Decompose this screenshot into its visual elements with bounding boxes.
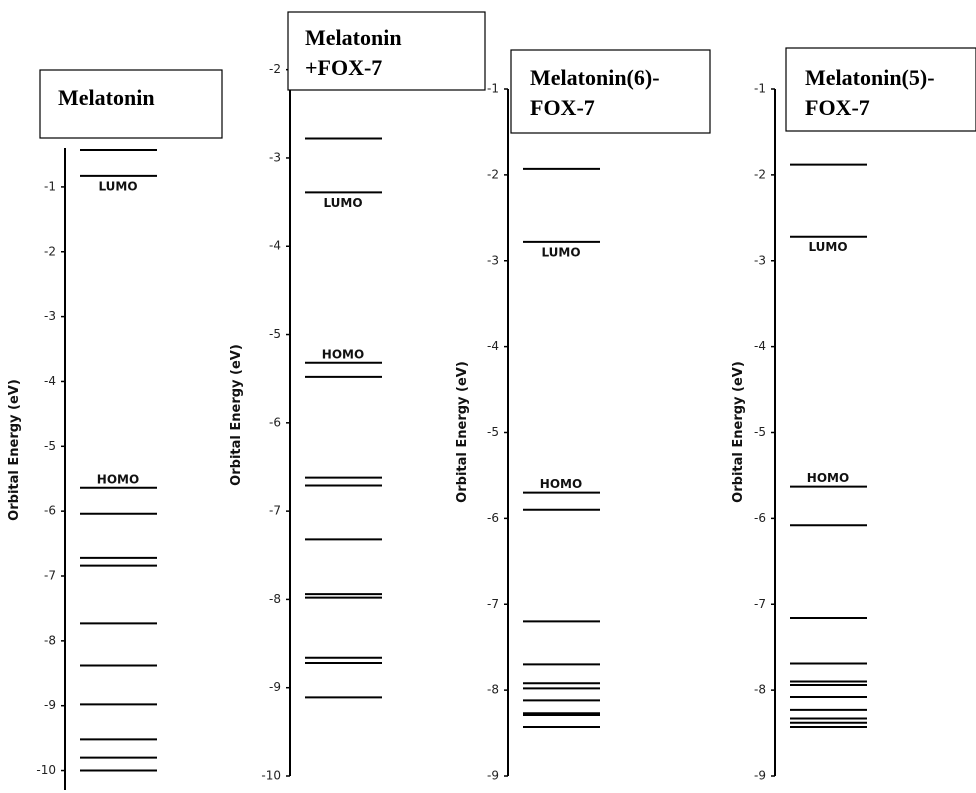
panel-title: +FOX-7 [305,55,382,80]
level-annotation: LUMO [98,179,137,193]
y-tick-label: -8 [754,683,766,697]
level-annotation: HOMO [322,347,364,361]
title-box [511,50,710,133]
y-tick-label: -5 [269,327,281,341]
y-tick-label: -1 [487,82,499,96]
y-tick-label: -6 [44,504,56,518]
y-tick-label: -3 [754,253,766,267]
y-tick-label: -3 [487,253,499,267]
y-tick-label: -4 [269,239,281,253]
y-tick-label: -9 [44,698,56,712]
y-tick-label: -4 [487,339,499,353]
y-tick-label: -9 [269,680,281,694]
y-tick-label: -1 [44,179,56,193]
level-annotation: LUMO [323,196,362,210]
y-tick-label: -5 [754,425,766,439]
level-annotation: HOMO [540,477,582,491]
panel: -2 -3 -4 -5 -6 -7 -8 -9 -10 Orbital Energy (eV) LU… [229,12,485,783]
y-tick-label: -7 [269,504,281,518]
y-tick-label: -7 [44,569,56,583]
level-annotation: HOMO [807,471,849,485]
y-tick-label: -6 [754,511,766,525]
y-tick-label: -4 [44,374,56,388]
panel-title: FOX-7 [805,95,870,120]
y-tick-label: -1 [754,82,766,96]
panel-title: Melatonin(6)- [530,65,660,90]
y-axis-label: Orbital Energy (eV) [229,344,244,486]
y-tick-label: -6 [269,415,281,429]
y-tick-label: -9 [487,769,499,783]
y-tick-label: -6 [487,511,499,525]
y-tick-label: -4 [754,339,766,353]
y-tick-label: -7 [754,597,766,611]
y-tick-label: -10 [261,769,281,783]
y-tick-label: -8 [269,592,281,606]
y-tick-label: -8 [487,683,499,697]
y-tick-label: -2 [269,62,281,76]
y-tick-label: -8 [44,633,56,647]
y-tick-label: -9 [754,769,766,783]
y-axis-label: Orbital Energy (eV) [455,361,470,503]
y-axis-label: Orbital Energy (eV) [7,379,22,521]
y-tick-label: -3 [44,309,56,323]
y-tick-label: -7 [487,597,499,611]
panel-title: Melatonin(5)- [805,65,935,90]
panel: -1 -2 -3 -4 -5 -6 -7 -8 -9 -10 Orbital Energy (eV)… [7,70,222,790]
y-tick-label: -2 [487,167,499,181]
panel-title: Melatonin [305,25,402,50]
panel: -1 -2 -3 -4 -5 -6 -7 -8 -9 Orbital Energy (eV) LUM… [731,48,976,783]
panel-title: Melatonin [58,85,155,110]
y-tick-label: -10 [36,763,56,777]
level-annotation: HOMO [97,472,139,486]
y-tick-label: -2 [754,167,766,181]
y-tick-label: -5 [44,439,56,453]
panel: -1 -2 -3 -4 -5 -6 -7 -8 -9 Orbital Energy (eV) LUM… [455,50,710,783]
panel-title: FOX-7 [530,95,595,120]
y-axis-label: Orbital Energy (eV) [731,361,746,503]
level-annotation: LUMO [541,245,580,259]
y-tick-label: -5 [487,425,499,439]
chart: -1 -2 -3 -4 -5 -6 -7 -8 -9 -10 Orbital Energy (eV)… [0,0,976,793]
y-tick-label: -3 [269,150,281,164]
y-tick-label: -2 [44,244,56,258]
level-annotation: LUMO [808,240,847,254]
